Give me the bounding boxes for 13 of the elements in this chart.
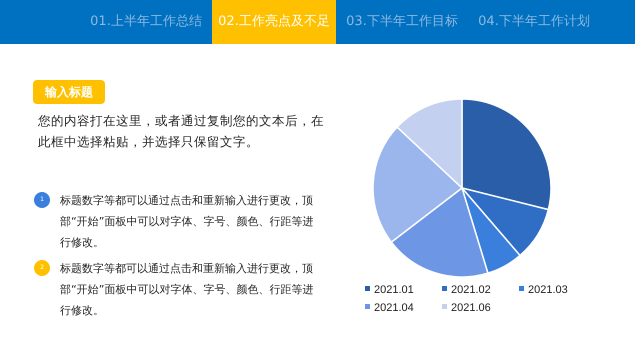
legend-label: 2021.03 — [528, 284, 568, 296]
legend-label: 2021.01 — [374, 284, 414, 296]
text: 01.上半年工作总结 — [89, 13, 203, 31]
text: 04.下半年工作计划 — [477, 13, 591, 31]
legend-label: 2021.02 — [451, 284, 491, 296]
text: 标题数字等都可以通过点击和重新输入进行更改，顶部“开始”面板中可以对字体、字号、颜色、行距等进行修改。 — [60, 261, 314, 319]
legend-label: 2021.06 — [451, 302, 491, 314]
text: 您的内容打在这里，或者通过复制您的文本后，在此框中选择粘贴，并选择只保留文字。 — [38, 112, 325, 151]
text: 03.下半年工作目标 — [345, 13, 459, 31]
text: 输入标题 — [33, 80, 105, 104]
legend-label: 2021.04 — [374, 302, 414, 314]
text: 02.工作亮点及不足 — [212, 0, 336, 44]
text: 标题数字等都可以通过点击和重新输入进行更改，顶部“开始”面板中可以对字体、字号、颜色、行距等进行修改。 — [60, 193, 314, 251]
